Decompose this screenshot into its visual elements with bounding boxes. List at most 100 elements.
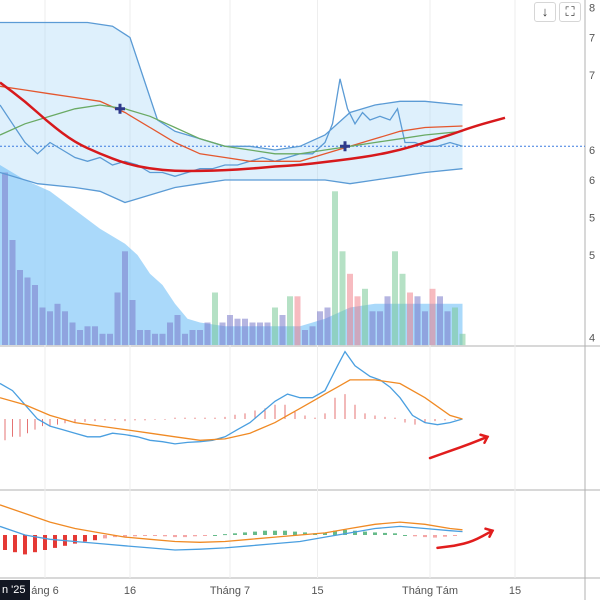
volume-bar bbox=[47, 311, 53, 346]
y-axis-ticks: 8 7 7 6 6 5 5 4 bbox=[589, 3, 595, 345]
volume-bar bbox=[92, 326, 98, 346]
volume-bar bbox=[144, 330, 151, 345]
volume-bar bbox=[227, 315, 233, 345]
volume-bar bbox=[39, 307, 46, 345]
volume-bar bbox=[32, 285, 38, 345]
stoch-histogram-bar bbox=[93, 535, 97, 541]
series-price bbox=[0, 78, 463, 177]
stoch-histogram-bar bbox=[343, 529, 347, 535]
volume-bar bbox=[459, 333, 466, 346]
stoch-histogram-bar bbox=[23, 535, 27, 555]
volume-bar bbox=[137, 330, 143, 345]
annotation-arrowhead bbox=[479, 433, 490, 444]
stoch-histogram-bar bbox=[283, 530, 287, 535]
series-ma-red bbox=[0, 85, 463, 162]
fullscreen-button[interactable]: ⛶ bbox=[559, 2, 581, 22]
stoch-histogram-bar bbox=[33, 535, 37, 553]
volume-bar bbox=[309, 326, 316, 346]
volume-bar bbox=[84, 326, 91, 346]
volume-bar bbox=[407, 292, 413, 345]
stoch-histogram-bar bbox=[243, 532, 247, 535]
stoch-histogram-bar bbox=[223, 534, 227, 536]
stoch-histogram-bar bbox=[253, 531, 257, 535]
stoch-line-a bbox=[0, 504, 463, 543]
series-ma-green bbox=[0, 104, 463, 155]
stoch-histogram-bar bbox=[143, 535, 147, 536]
volume-bar bbox=[354, 296, 361, 346]
volume-bar bbox=[399, 273, 406, 346]
stoch-histogram-bar bbox=[453, 535, 457, 536]
volume-bar bbox=[159, 333, 166, 346]
macd-panel bbox=[0, 350, 490, 460]
stoch-histogram-bar bbox=[403, 535, 407, 536]
volume-bar bbox=[392, 251, 398, 346]
volume-bar bbox=[152, 333, 158, 346]
y-tick-label: 5 bbox=[589, 213, 595, 225]
fullscreen-icon: ⛶ bbox=[565, 4, 575, 19]
stoch-panel bbox=[0, 504, 495, 555]
volume-bar bbox=[422, 311, 428, 346]
stoch-histogram-bar bbox=[103, 535, 107, 539]
volume-bar bbox=[62, 311, 68, 346]
stoch-histogram-bar bbox=[13, 535, 17, 553]
y-tick-label: 6 bbox=[589, 175, 595, 187]
volume-bar bbox=[272, 307, 278, 345]
stoch-histogram-bar bbox=[363, 531, 367, 535]
stoch-histogram-bar bbox=[333, 530, 337, 535]
price-panel bbox=[0, 21, 585, 346]
x-tick-label: 15 bbox=[508, 585, 522, 597]
volume-bar bbox=[174, 315, 181, 345]
stoch-histogram-bar bbox=[423, 535, 427, 538]
volume-bar bbox=[294, 296, 301, 346]
x-tick-label: Tháng 7 bbox=[209, 585, 251, 597]
download-button[interactable]: ↓ bbox=[534, 2, 556, 22]
volume-bar bbox=[2, 172, 8, 345]
volume-bar bbox=[77, 330, 83, 345]
arrow-down-icon: ↓ bbox=[541, 4, 549, 19]
volume-bar bbox=[249, 322, 256, 345]
volume-bar bbox=[444, 311, 451, 346]
volume-bar bbox=[107, 333, 113, 346]
volume-bar bbox=[54, 303, 61, 346]
volume-bar bbox=[242, 318, 248, 345]
stoch-histogram-bar bbox=[133, 535, 137, 537]
volume-bar bbox=[287, 296, 293, 346]
annotation-arrow bbox=[436, 529, 494, 550]
series-trend-curve bbox=[0, 81, 506, 173]
stoch-histogram-bar bbox=[53, 535, 57, 548]
bollinger-band-fill bbox=[0, 22, 463, 203]
stoch-histogram-bar bbox=[213, 535, 217, 536]
stoch-histogram-bar bbox=[443, 535, 447, 537]
volume-bar bbox=[339, 251, 346, 346]
stoch-histogram-bar bbox=[273, 530, 277, 535]
stoch-histogram-bar bbox=[193, 535, 197, 537]
volume-bar bbox=[182, 333, 188, 346]
x-tick-label: 15 bbox=[311, 585, 324, 597]
stoch-histogram-bar bbox=[353, 530, 357, 535]
stoch-histogram-bar bbox=[393, 533, 397, 535]
stoch-histogram-bar bbox=[3, 535, 7, 550]
volume-bar bbox=[347, 273, 353, 346]
volume-bar bbox=[189, 330, 196, 345]
stoch-histogram-bar bbox=[233, 533, 237, 535]
macd-line bbox=[0, 350, 463, 445]
stoch-histogram-bar bbox=[383, 532, 387, 535]
stoch-histogram-bar bbox=[203, 535, 207, 536]
stoch-histogram-bar bbox=[433, 535, 437, 538]
y-tick-label: 5 bbox=[589, 250, 595, 262]
annotation-arrow bbox=[428, 435, 489, 460]
volume-bar bbox=[384, 296, 391, 346]
volume-bar bbox=[9, 240, 16, 345]
stoch-histogram-bar bbox=[293, 531, 297, 535]
volume-bar bbox=[197, 330, 203, 345]
volume-bar bbox=[362, 288, 368, 346]
stoch-histogram-bar bbox=[303, 532, 307, 535]
stoch-histogram-bar bbox=[163, 535, 167, 537]
y-tick-label: 7 bbox=[589, 70, 595, 82]
volume-bar bbox=[437, 296, 443, 346]
y-tick-label: 7 bbox=[589, 33, 595, 45]
volume-bar bbox=[129, 300, 136, 345]
volume-bar bbox=[69, 322, 76, 345]
y-tick-label: 6 bbox=[589, 145, 595, 157]
